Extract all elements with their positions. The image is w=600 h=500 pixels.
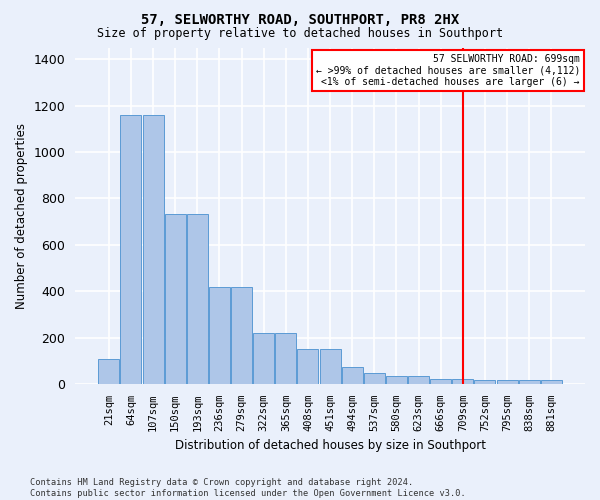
Bar bbox=[518, 380, 540, 384]
Text: 57 SELWORTHY ROAD: 699sqm
← >99% of detached houses are smaller (4,112)
<1% of s: 57 SELWORTHY ROAD: 699sqm ← >99% of deta… bbox=[316, 54, 580, 88]
Bar bbox=[497, 380, 518, 384]
Bar bbox=[209, 287, 230, 384]
Bar bbox=[452, 380, 473, 384]
Bar bbox=[187, 214, 208, 384]
Bar bbox=[143, 115, 164, 384]
Text: Contains HM Land Registry data © Crown copyright and database right 2024.
Contai: Contains HM Land Registry data © Crown c… bbox=[30, 478, 466, 498]
Bar bbox=[541, 380, 562, 384]
Text: Size of property relative to detached houses in Southport: Size of property relative to detached ho… bbox=[97, 28, 503, 40]
Bar bbox=[164, 214, 186, 384]
Bar bbox=[98, 359, 119, 384]
Bar bbox=[275, 334, 296, 384]
Bar bbox=[408, 376, 429, 384]
Bar bbox=[386, 376, 407, 384]
Bar bbox=[364, 373, 385, 384]
Bar bbox=[231, 287, 252, 384]
Bar bbox=[320, 348, 341, 384]
Bar bbox=[298, 348, 319, 384]
Bar bbox=[253, 334, 274, 384]
Bar bbox=[121, 115, 142, 384]
Bar bbox=[341, 367, 363, 384]
Text: 57, SELWORTHY ROAD, SOUTHPORT, PR8 2HX: 57, SELWORTHY ROAD, SOUTHPORT, PR8 2HX bbox=[141, 12, 459, 26]
Y-axis label: Number of detached properties: Number of detached properties bbox=[15, 122, 28, 308]
Bar bbox=[475, 380, 496, 384]
X-axis label: Distribution of detached houses by size in Southport: Distribution of detached houses by size … bbox=[175, 440, 485, 452]
Bar bbox=[430, 380, 451, 384]
